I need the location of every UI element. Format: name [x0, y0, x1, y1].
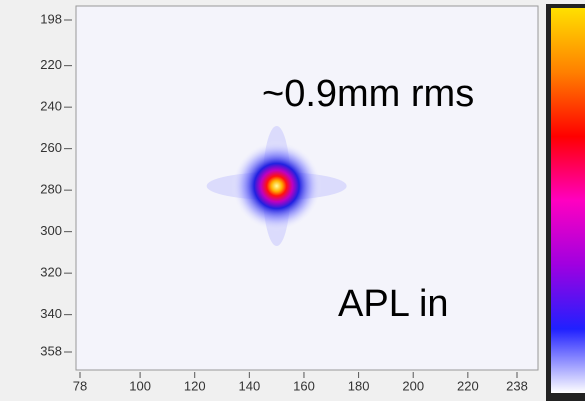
spot-core: [231, 141, 322, 231]
annotation: ~0.9mm rms: [262, 73, 474, 115]
x-tick-label: 140: [238, 378, 260, 393]
colorbar: [551, 8, 585, 393]
annotation: APL in: [338, 283, 449, 325]
beam-spot: [206, 126, 347, 246]
x-tick-label: 120: [184, 378, 206, 393]
y-tick-label: 340: [40, 306, 62, 321]
x-tick-label: 100: [129, 378, 151, 393]
x-tick-label: 160: [293, 378, 315, 393]
x-tick-label: 78: [73, 378, 87, 393]
x-tick-label: 200: [402, 378, 424, 393]
y-tick-label: 260: [40, 140, 62, 155]
y-tick-label: 220: [40, 57, 62, 72]
x-tick-label: 220: [457, 378, 479, 393]
y-tick-label: 358: [40, 343, 62, 358]
y-tick-label: 240: [40, 99, 62, 114]
x-tick-label: 180: [348, 378, 370, 393]
y-tick-label: 320: [40, 265, 62, 280]
x-tick-label: 238: [506, 378, 528, 393]
y-tick-label: 300: [40, 223, 62, 238]
y-tick-label: 198: [40, 11, 62, 26]
y-tick-label: 280: [40, 182, 62, 197]
